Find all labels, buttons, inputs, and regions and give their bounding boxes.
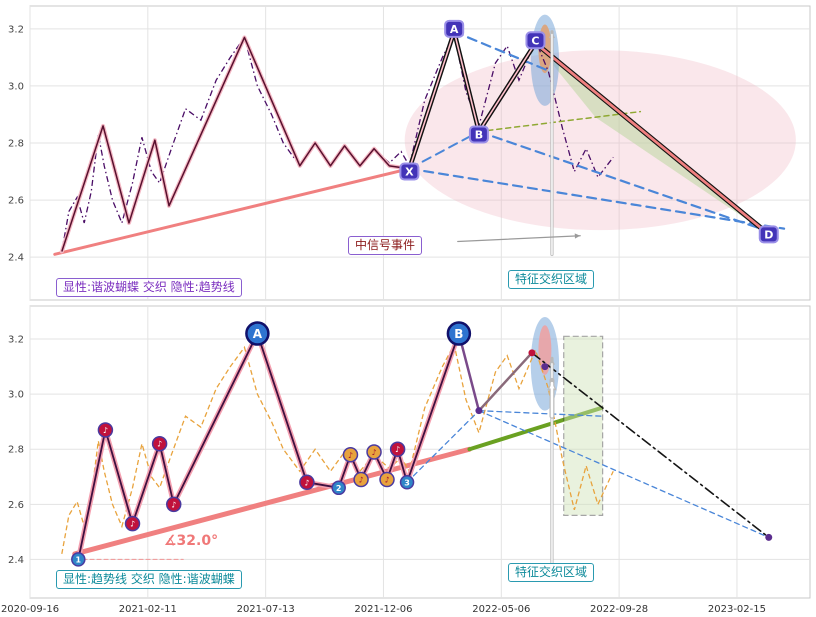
y-tick-label: 2.8 bbox=[8, 139, 24, 150]
pattern-point-♪ bbox=[97, 422, 114, 438]
pattern-point-♪ bbox=[353, 471, 369, 488]
pattern-point-♪-label: ♪ bbox=[359, 476, 364, 485]
pattern-point-dot bbox=[475, 407, 483, 415]
x-tick-label: 2022-09-28 bbox=[590, 604, 648, 615]
pattern-point-A bbox=[444, 19, 465, 38]
pattern-point-♪ bbox=[379, 471, 395, 488]
arrow-head bbox=[574, 233, 581, 239]
y-tick-label: 2.4 bbox=[8, 555, 24, 566]
bottom-panel-legend: 显性:趋势线 交织 隐性:谐波蝴蝶 bbox=[56, 570, 242, 589]
y-tick-label: 2.6 bbox=[8, 196, 24, 207]
chart-line bbox=[408, 167, 786, 230]
chart-line bbox=[457, 332, 481, 412]
pattern-point-2-label: 2 bbox=[336, 484, 342, 493]
chart-line bbox=[531, 352, 770, 539]
pattern-point-1-label: 1 bbox=[76, 555, 82, 564]
chart-line bbox=[477, 351, 534, 412]
pattern-point-A-label: A bbox=[253, 327, 263, 341]
pattern-point-C bbox=[525, 31, 546, 50]
y-tick-label: 3.0 bbox=[8, 390, 24, 401]
pattern-point-D-label: D bbox=[764, 228, 773, 241]
x-tick-label: 2023-02-15 bbox=[708, 604, 766, 615]
pattern-point-B-label: B bbox=[454, 327, 463, 341]
pattern-point-♪-label: ♪ bbox=[348, 451, 353, 460]
pattern-point-dot bbox=[765, 533, 773, 541]
zigzag-halo bbox=[59, 35, 412, 254]
pattern-point-♪ bbox=[389, 441, 406, 457]
chart-line bbox=[457, 235, 581, 243]
chart-line bbox=[478, 410, 770, 539]
pattern-point-♪ bbox=[124, 515, 141, 532]
pattern-point-♪-label: ♪ bbox=[157, 440, 162, 449]
price-series bbox=[61, 32, 614, 252]
pattern-point-B bbox=[468, 125, 489, 144]
pattern-point-X bbox=[399, 162, 420, 181]
x-tick-label: 2021-12-06 bbox=[354, 604, 412, 615]
chart-line bbox=[478, 410, 603, 417]
pattern-point-A-label: A bbox=[450, 23, 459, 36]
pattern-point-B bbox=[446, 321, 472, 346]
highlight-ellipse bbox=[538, 325, 552, 375]
pattern-point-♪-label: ♪ bbox=[384, 476, 389, 485]
x-tick-label: 2020-09-16 bbox=[1, 604, 59, 615]
pattern-point-♪ bbox=[342, 447, 359, 463]
chart-line bbox=[478, 42, 537, 133]
pattern-point-♪ bbox=[165, 496, 182, 513]
zigzag-line bbox=[61, 36, 410, 252]
pattern-point-♪-label: ♪ bbox=[395, 445, 400, 454]
pattern-point-B-label: B bbox=[475, 128, 483, 141]
pattern-point-X-label: X bbox=[405, 166, 414, 179]
y-tick-label: 2.4 bbox=[8, 253, 24, 264]
x-tick-label: 2022-05-06 bbox=[472, 604, 530, 615]
chart-line bbox=[453, 30, 552, 73]
pattern-point-A bbox=[245, 321, 270, 346]
y-tick-label: 3.2 bbox=[8, 335, 24, 346]
pattern-point-♪-label: ♪ bbox=[103, 426, 108, 435]
pattern-point-dot bbox=[541, 363, 549, 371]
chart-line bbox=[534, 41, 771, 236]
pattern-point-D bbox=[758, 225, 779, 244]
top-feature-zone-label: 特征交织区域 bbox=[508, 270, 595, 289]
chart-line bbox=[453, 30, 480, 133]
arrow-head bbox=[548, 358, 556, 365]
pattern-point-C-label: C bbox=[531, 34, 539, 47]
highlight-rect bbox=[563, 335, 604, 516]
arrow-head bbox=[549, 383, 555, 389]
chart-line bbox=[408, 30, 455, 170]
pattern-point-♪-label: ♪ bbox=[171, 500, 176, 509]
chart-line bbox=[406, 410, 480, 483]
y-tick-label: 3.0 bbox=[8, 81, 24, 92]
trendline-angle-label: ∡32.0° bbox=[164, 533, 219, 549]
pattern-point-♪ bbox=[151, 435, 168, 452]
x-tick-label: 2021-02-11 bbox=[119, 604, 177, 615]
chart-line bbox=[408, 130, 480, 170]
y-tick-label: 2.8 bbox=[8, 445, 24, 456]
pattern-point-♪-label: ♪ bbox=[130, 520, 135, 529]
pattern-point-♪-label: ♪ bbox=[304, 478, 309, 487]
pattern-point-2 bbox=[331, 480, 346, 496]
chart-line bbox=[478, 110, 642, 133]
pattern-point-♪ bbox=[366, 444, 382, 460]
signal-event-label: 中信号事件 bbox=[348, 236, 423, 255]
pattern-point-3 bbox=[399, 475, 415, 490]
pattern-point-♪-label: ♪ bbox=[371, 448, 376, 457]
top-panel-legend: 显性:谐波蝴蝶 交织 隐性:趋势线 bbox=[56, 278, 242, 297]
pattern-point-♪ bbox=[299, 474, 315, 491]
chart-line bbox=[477, 130, 770, 233]
x-tick-label: 2021-07-13 bbox=[237, 604, 295, 615]
y-tick-label: 3.2 bbox=[8, 24, 24, 35]
pattern-point-1 bbox=[71, 552, 86, 567]
pattern-point-dot bbox=[528, 349, 536, 357]
pattern-point-3-label: 3 bbox=[404, 478, 410, 487]
y-tick-label: 2.6 bbox=[8, 500, 24, 511]
chart-line bbox=[53, 167, 411, 256]
bottom-feature-zone-label: 特征交织区域 bbox=[508, 563, 595, 582]
